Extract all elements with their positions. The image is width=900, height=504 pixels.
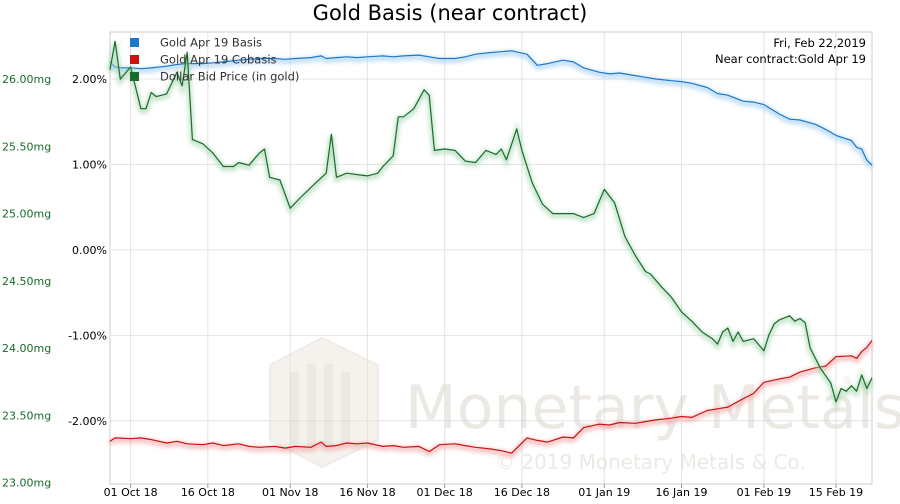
x-tick-label: 01 Jan 19	[578, 486, 630, 499]
legend: Gold Apr 19 Basis Gold Apr 19 Cobasis Do…	[130, 36, 299, 84]
series-glow-dollar-bid-price-in-gold	[107, 42, 875, 412]
series-line-gold-apr-19-cobasis	[109, 340, 873, 454]
y-right-tick-label: 0.00%	[72, 244, 107, 257]
chart-title: Gold Basis (near contract)	[313, 1, 588, 25]
x-tick-label: 16 Dec 18	[494, 486, 550, 499]
plot-background	[109, 31, 873, 485]
x-tick-label: 01 Feb 19	[737, 486, 791, 499]
watermark: Monetary Metals ® © 2019 Monetary Metals…	[269, 336, 900, 474]
legend-swatch-basis	[130, 38, 139, 47]
x-tick-label: 01 Nov 18	[262, 486, 318, 499]
legend-label-cobasis: Gold Apr 19 Cobasis	[160, 53, 277, 67]
x-tick-label: 16 Oct 18	[181, 486, 235, 499]
x-tick-label: 16 Nov 18	[339, 486, 395, 499]
series-glow-gold-apr-19-cobasis	[108, 341, 874, 458]
info-contract: Near contract:Gold Apr 19	[715, 52, 866, 66]
y-left-tick-label: 25.50mg	[2, 140, 51, 153]
legend-label-dollar: Dollar Bid Price (in gold)	[160, 70, 299, 84]
y-right-tick-label: 1.00%	[72, 158, 107, 171]
y-left-tick-label: 24.50mg	[2, 275, 51, 288]
y-right-tick-label: 2.00%	[72, 73, 107, 86]
legend-swatch-cobasis	[130, 55, 139, 64]
y-left-tick-label: 24.00mg	[2, 342, 51, 355]
y-left-tick-label: 26.00mg	[2, 73, 51, 86]
series-layer	[107, 40, 875, 458]
x-tick-label: 01 Oct 18	[104, 486, 158, 499]
watermark-brand: Monetary Metals	[405, 373, 900, 443]
legend-swatch-dollar	[130, 72, 139, 81]
y-right-tick-label: -1.00%	[68, 329, 107, 342]
info-date: Fri, Feb 22,2019	[773, 36, 866, 50]
x-tick-label: 16 Jan 19	[656, 486, 708, 499]
x-tick-label: 15 Feb 19	[809, 486, 863, 499]
y-right-tick-label: -2.00%	[68, 415, 107, 428]
watermark-logo-icon	[269, 336, 379, 469]
y-left-tick-label: 25.00mg	[2, 208, 51, 221]
x-tick-label: 01 Dec 18	[417, 486, 473, 499]
series-line-gold-apr-19-basis	[109, 50, 873, 166]
watermark-copyright: © 2019 Monetary Metals & Co.	[495, 450, 806, 474]
series-line-dollar-bid-price-in-gold	[109, 40, 873, 403]
axes-labels: 01 Oct 18 16 Oct 18 01 Nov 18 16 Nov 18 01 D…	[2, 73, 863, 499]
series-glow-gold-apr-19-basis	[108, 50, 874, 170]
watermark-registered: ®	[842, 374, 853, 387]
legend-label-basis: Gold Apr 19 Basis	[160, 36, 262, 50]
y-left-tick-label: 23.00mg	[2, 477, 51, 490]
y-left-tick-label: 23.50mg	[2, 409, 51, 422]
